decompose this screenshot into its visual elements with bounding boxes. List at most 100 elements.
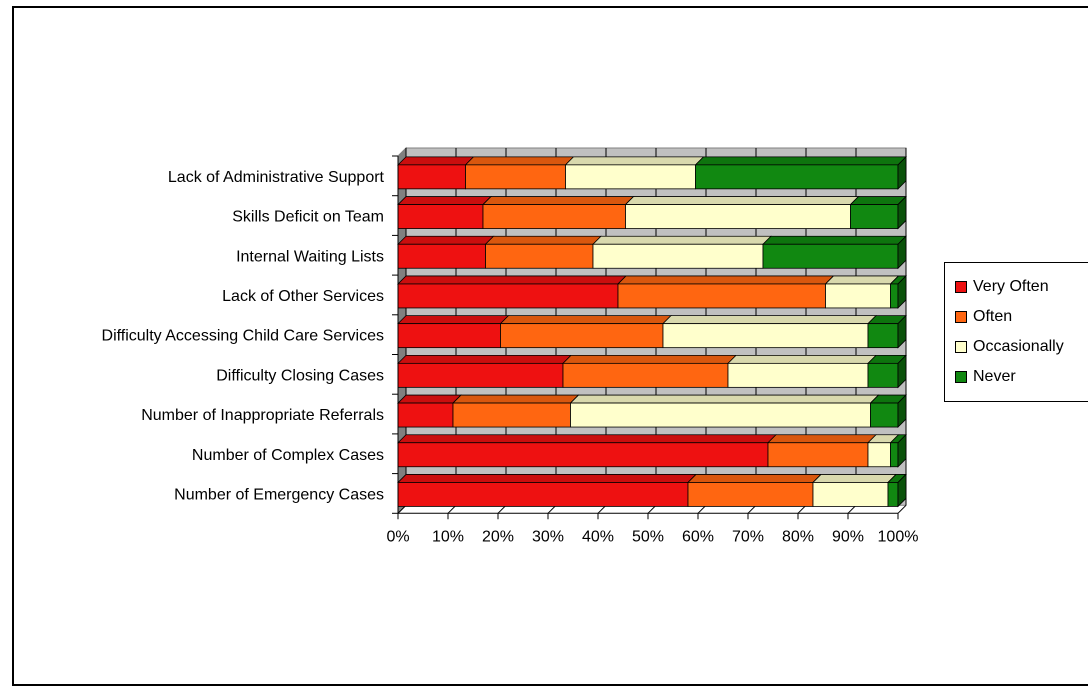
bar — [592, 243, 764, 269]
bar-side — [897, 274, 907, 309]
bar — [890, 442, 899, 468]
bar — [500, 323, 664, 349]
bar — [695, 164, 899, 190]
category-label: Lack of Other Services — [222, 288, 384, 305]
bar-side — [897, 354, 907, 389]
bar-side — [897, 314, 907, 349]
bar — [617, 283, 826, 309]
category-label: Internal Waiting Lists — [236, 248, 384, 265]
legend-swatch — [955, 311, 967, 323]
x-tick-label: 60% — [682, 528, 714, 545]
bar-top — [727, 354, 877, 364]
axes — [392, 155, 899, 520]
bar — [397, 283, 619, 309]
x-tick-label: 50% — [632, 528, 664, 545]
bar — [625, 204, 851, 229]
bar-side — [897, 155, 907, 190]
category-label: Skills Deficit on Team — [232, 209, 384, 226]
gridline-floor — [897, 504, 907, 514]
x-tick-label: 100% — [878, 528, 919, 545]
bar-top — [484, 235, 602, 245]
bar — [397, 482, 689, 507]
x-tick-label: 80% — [782, 528, 814, 545]
bar — [397, 442, 769, 468]
bar-top — [397, 156, 475, 166]
bars — [397, 155, 907, 508]
bar-side — [897, 433, 907, 468]
bar-top — [767, 434, 877, 444]
bar-top — [624, 196, 860, 205]
bar-top — [694, 156, 907, 166]
bar-top — [482, 196, 635, 205]
bar — [565, 164, 696, 190]
bar-top — [687, 474, 822, 483]
legend-swatch — [955, 281, 967, 293]
bar — [867, 323, 899, 349]
category-labels: Lack of Administrative Support Skills Def… — [102, 169, 385, 504]
legend: Very Often Often Occasionally Never — [944, 262, 1088, 402]
bar-top — [499, 315, 672, 325]
x-tick-labels: 0% 10% 20% 30% 40% 50% 60% 70% 80% 90% 100% — [386, 528, 918, 545]
bar-top — [662, 315, 877, 325]
bar — [562, 362, 729, 388]
bar — [727, 362, 869, 388]
bar-top — [762, 235, 907, 245]
bar — [452, 402, 571, 428]
bar — [887, 482, 899, 507]
bar — [570, 402, 871, 428]
x-tick-label: 40% — [582, 528, 614, 545]
bar — [867, 362, 899, 388]
x-tick-label: 10% — [432, 528, 464, 545]
bar-side — [897, 394, 907, 429]
bar — [825, 283, 891, 309]
bar-top — [592, 235, 772, 245]
legend-swatch — [955, 371, 967, 383]
bar — [397, 362, 564, 388]
legend-item: Never — [955, 367, 1016, 387]
legend-item: Very Often — [955, 277, 1049, 297]
bar — [767, 442, 869, 468]
bar — [465, 164, 566, 190]
legend-item: Often — [955, 307, 1012, 327]
x-tick-label: 0% — [386, 528, 409, 545]
bar-top — [397, 196, 492, 205]
category-label: Number of Inappropriate Referrals — [141, 407, 384, 424]
bar-top — [562, 354, 737, 364]
bar — [850, 204, 899, 229]
bar-top — [824, 275, 900, 285]
bar-side — [897, 235, 907, 270]
bar-top — [397, 394, 462, 404]
x-tick-label: 30% — [532, 528, 564, 545]
x-tick-label: 70% — [732, 528, 764, 545]
bar-top — [812, 474, 897, 483]
category-label: Difficulty Accessing Child Care Services — [102, 328, 384, 345]
bar-top — [397, 275, 627, 285]
bar-top — [397, 235, 495, 245]
legend-item: Occasionally — [955, 337, 1064, 357]
bar — [397, 243, 486, 269]
bar — [397, 323, 501, 349]
bar — [812, 482, 889, 507]
bar — [482, 204, 626, 229]
bar — [890, 283, 899, 309]
bar-side — [897, 473, 907, 508]
bar-top — [452, 394, 580, 404]
legend-label: Occasionally — [973, 338, 1064, 355]
legend-label: Often — [973, 308, 1013, 325]
bar — [867, 442, 891, 468]
bar-top — [617, 275, 835, 285]
bar-top — [397, 354, 572, 364]
bar — [397, 204, 484, 229]
bar-top — [397, 434, 777, 444]
bar — [762, 243, 899, 269]
category-label: Lack of Administrative Support — [168, 169, 385, 186]
legend-label: Never — [973, 368, 1016, 385]
category-label: Number of Complex Cases — [192, 447, 384, 464]
bar — [687, 482, 814, 507]
bar-top — [397, 474, 697, 483]
bar-top — [569, 394, 880, 404]
bar — [485, 243, 594, 269]
x-tick-label: 20% — [482, 528, 514, 545]
category-label: Difficulty Closing Cases — [216, 367, 384, 384]
